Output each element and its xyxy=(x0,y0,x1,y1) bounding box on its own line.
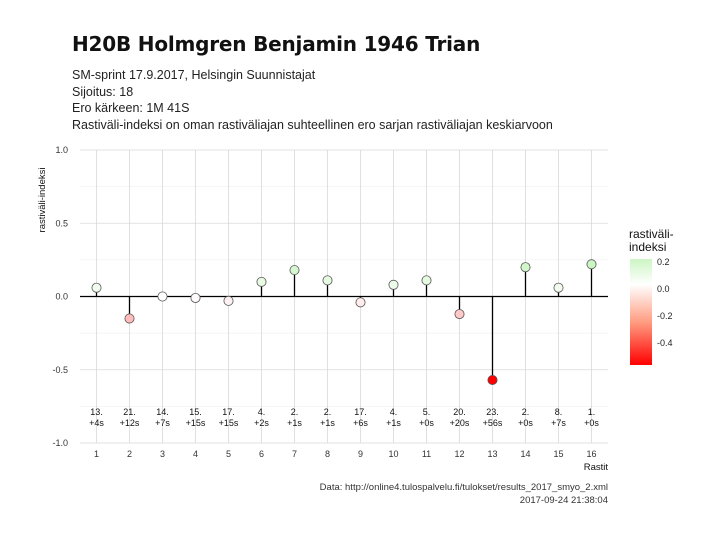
data-point xyxy=(487,375,498,386)
point-label-time: +1s xyxy=(287,418,302,428)
subtitle-placement: Sijoitus: 18 xyxy=(72,84,134,99)
data-point xyxy=(289,265,300,276)
y-tick-label: 0.0 xyxy=(55,292,68,302)
legend-tick: 0.0 xyxy=(657,284,670,294)
x-tick-label: 12 xyxy=(454,449,464,459)
data-point xyxy=(190,292,201,303)
x-tick-label: 4 xyxy=(193,449,198,459)
data-point xyxy=(355,297,366,308)
point-label-time: +15s xyxy=(186,418,206,428)
point-label-rank: 17. xyxy=(222,407,235,417)
point-label-rank: 21. xyxy=(123,407,136,417)
point-label-rank: 14. xyxy=(156,407,169,417)
point-label-rank: 2. xyxy=(324,407,332,417)
color-legend: rastiväli- indeksi 0.2 0.0 -0.2 -0.4 xyxy=(629,228,674,365)
point-label-rank: 23. xyxy=(486,407,499,417)
x-tick-label: 11 xyxy=(422,449,431,459)
point-label-time: +56s xyxy=(483,418,503,428)
data-point xyxy=(91,282,102,293)
point-label-rank: 1. xyxy=(588,407,596,417)
point-label-time: +0s xyxy=(419,418,434,428)
legend-title: rastiväli- indeksi xyxy=(629,228,674,254)
point-label-time: +1s xyxy=(386,418,401,428)
data-point xyxy=(388,279,399,290)
point-label-rank: 5. xyxy=(423,407,431,417)
legend-tick: 0.2 xyxy=(657,257,670,267)
point-label-time: +0s xyxy=(584,418,599,428)
x-tick-label: 13 xyxy=(487,449,497,459)
x-tick-label: 3 xyxy=(160,449,165,459)
y-tick-label: 0.5 xyxy=(55,218,68,228)
data-point xyxy=(553,282,564,293)
x-tick-label: 8 xyxy=(325,449,330,459)
data-point xyxy=(454,309,465,320)
x-tick-label: 5 xyxy=(226,449,231,459)
point-label-rank: 2. xyxy=(522,407,530,417)
point-label-rank: 17. xyxy=(354,407,367,417)
legend-title-line1: rastiväli- xyxy=(629,227,674,241)
point-label-rank: 8. xyxy=(555,407,563,417)
point-label-time: +6s xyxy=(353,418,368,428)
legend-tick: -0.2 xyxy=(657,311,673,321)
legend-title-line2: indeksi xyxy=(629,240,667,254)
y-axis-title: rastiväli-indeksi xyxy=(37,168,48,233)
x-tick-label: 14 xyxy=(520,449,530,459)
x-tick-label: 16 xyxy=(586,449,596,459)
x-tick-label: 1 xyxy=(94,449,99,459)
subtitle-event: SM-sprint 17.9.2017, Helsingin Suunnista… xyxy=(72,68,316,82)
point-label-rank: 4. xyxy=(258,407,266,417)
legend-tick: -0.4 xyxy=(657,338,673,348)
data-point xyxy=(124,313,135,324)
point-label-rank: 13. xyxy=(90,407,103,417)
caption-timestamp: 2017-09-24 21:38:04 xyxy=(519,495,608,506)
chart-subtitle: SM-sprint 17.9.2017, Helsingin Suunnista… xyxy=(72,67,553,133)
subtitle-description: Rastiväli-indeksi on oman rastiväliajan … xyxy=(72,117,553,132)
legend-color-bar xyxy=(630,259,652,365)
x-tick-label: 6 xyxy=(259,449,264,459)
x-tick-label: 2 xyxy=(127,449,132,459)
x-tick-label: 7 xyxy=(292,449,297,459)
x-tick-label: 15 xyxy=(553,449,563,459)
point-label-rank: 20. xyxy=(453,407,466,417)
x-tick-label: 10 xyxy=(388,449,398,459)
point-label-time: +1s xyxy=(320,418,335,428)
data-point xyxy=(421,275,432,286)
subtitle-gap: Ero kärkeen: 1M 41S xyxy=(72,101,190,115)
point-label-rank: 2. xyxy=(291,407,299,417)
y-tick-label: 1.0 xyxy=(55,145,68,155)
point-label-rank: 15. xyxy=(189,407,202,417)
point-label-time: +7s xyxy=(551,418,566,428)
point-label-time: +2s xyxy=(254,418,269,428)
point-label-time: +20s xyxy=(450,418,470,428)
point-label-time: +7s xyxy=(155,418,170,428)
point-label-time: +0s xyxy=(518,418,533,428)
y-tick-label: -0.5 xyxy=(52,365,68,375)
caption-source: Data: http://online4.tulospalvelu.fi/tul… xyxy=(319,482,608,493)
x-tick-label: 9 xyxy=(358,449,363,459)
y-tick-label: -1.0 xyxy=(52,438,68,448)
point-label-time: +4s xyxy=(89,418,104,428)
data-point xyxy=(520,262,531,273)
point-label-rank: 4. xyxy=(390,407,398,417)
data-point xyxy=(157,291,168,302)
x-axis-title: Rastit xyxy=(584,462,609,473)
chart-caption: Data: http://online4.tulospalvelu.fi/tul… xyxy=(320,481,608,507)
data-point xyxy=(223,295,234,306)
point-label-time: +15s xyxy=(219,418,239,428)
data-point xyxy=(322,275,333,286)
data-point xyxy=(586,259,597,270)
chart-title: H20B Holmgren Benjamin 1946 Trian xyxy=(72,32,481,56)
data-point xyxy=(256,276,267,287)
point-label-time: +12s xyxy=(120,418,140,428)
